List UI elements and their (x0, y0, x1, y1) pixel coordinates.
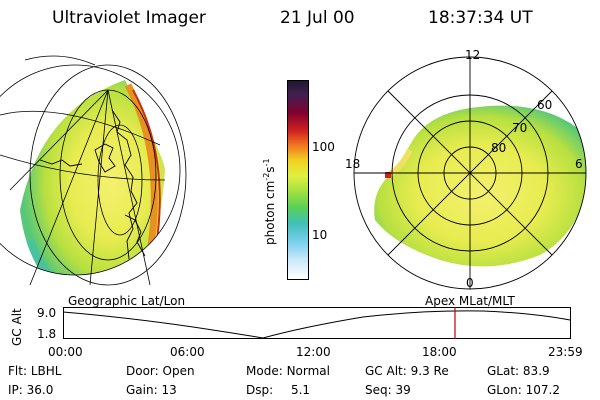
status-gc-alt: GC Alt: 9.3 Re (365, 364, 449, 378)
status-ip: IP: 36.0 (8, 383, 54, 397)
status-door: Door: Open (126, 364, 195, 378)
timeline-left-label: Geographic Lat/Lon (68, 294, 186, 308)
colorbar-tick-100: 100 (312, 140, 335, 154)
mlt-label-6: 6 (575, 157, 583, 171)
timeline-x-tick-0000: 00:00 (48, 345, 83, 359)
status-dsp: Dsp: 5.1 (246, 383, 311, 397)
status-glon: GLon: 107.2 (487, 383, 560, 397)
colorbar-unit-label: photon cm-2s-1 (262, 158, 277, 245)
mlt-label-18: 18 (345, 157, 361, 171)
timeline-x-tick-2359: 23:59 (548, 345, 583, 359)
timeline-x-tick-0600: 06:00 (170, 345, 205, 359)
status-seq: Seq: 39 (365, 383, 411, 397)
timeline-x-tick-1800: 18:00 (422, 345, 457, 359)
mlat-label-60: 60 (537, 98, 553, 112)
status-filter: Flt: LBHL (8, 364, 62, 378)
mlt-label-0: 0 (466, 276, 474, 290)
instrument-title: Ultraviolet Imager (52, 8, 206, 28)
status-mode: Mode: Normal (246, 364, 330, 378)
colorbar-tick-10: 10 (312, 228, 328, 242)
mlat-label-80: 80 (491, 141, 507, 155)
bright-spot (385, 172, 391, 178)
mlat-label-70: 70 (512, 121, 528, 135)
timeline-x-tick-1200: 12:00 (296, 345, 331, 359)
timeline-y-tick-min: 1.8 (37, 327, 57, 341)
timeline-y-tick-max: 9.0 (37, 306, 57, 320)
timeline-right-label: Apex MLat/MLT (425, 294, 515, 308)
status-gain: Gain: 13 (126, 383, 177, 397)
geographic-image (0, 55, 187, 286)
image-date: 21 Jul 00 (280, 8, 355, 28)
timeline-y-axis-label: GC Alt (10, 308, 24, 346)
image-time: 18:37:34 UT (428, 8, 533, 28)
polar-plot (353, 56, 587, 290)
status-glat: GLat: 83.9 (487, 364, 550, 378)
mlt-label-12: 12 (465, 48, 481, 62)
colorbar (287, 80, 309, 280)
altitude-timeline (63, 307, 571, 339)
